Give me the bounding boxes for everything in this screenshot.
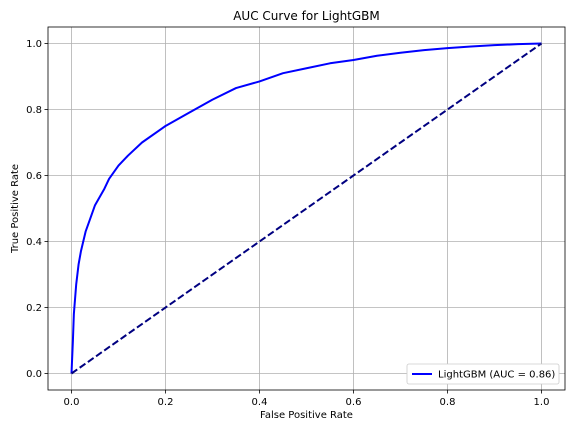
x-axis-ticks: 0.0 0.2 0.4 0.6 0.8 1.0 xyxy=(64,390,550,408)
x-axis-label: False Positive Rate xyxy=(260,410,353,421)
x-tick-label: 0.8 xyxy=(440,397,456,408)
legend: LightGBM (AUC = 0.86) xyxy=(406,363,560,385)
y-tick-label: 0.8 xyxy=(26,105,42,116)
grid-lines xyxy=(48,27,565,390)
series-layer xyxy=(70,42,543,375)
x-tick-label: 0.2 xyxy=(158,397,174,408)
x-tick-label: 1.0 xyxy=(534,397,550,408)
chance-diagonal-line xyxy=(70,42,543,375)
y-axis-ticks: 0.0 0.2 0.4 0.6 0.8 1.0 xyxy=(26,39,48,380)
legend-box xyxy=(406,363,560,385)
y-axis-label: True Positive Rate xyxy=(10,164,21,254)
x-tick-label: 0.4 xyxy=(252,397,268,408)
y-tick-label: 0.4 xyxy=(26,237,42,248)
x-tick-label: 0.6 xyxy=(346,397,362,408)
y-tick-label: 0.0 xyxy=(26,369,42,380)
legend-label: LightGBM (AUC = 0.86) xyxy=(438,370,555,381)
x-tick-label: 0.0 xyxy=(64,397,80,408)
y-tick-label: 0.6 xyxy=(26,171,42,182)
y-tick-label: 0.2 xyxy=(26,303,42,314)
chart-title: AUC Curve for LightGBM xyxy=(233,9,380,23)
plot-frame xyxy=(47,26,566,391)
y-tick-label: 1.0 xyxy=(26,39,42,50)
roc-curve-line xyxy=(70,42,542,374)
